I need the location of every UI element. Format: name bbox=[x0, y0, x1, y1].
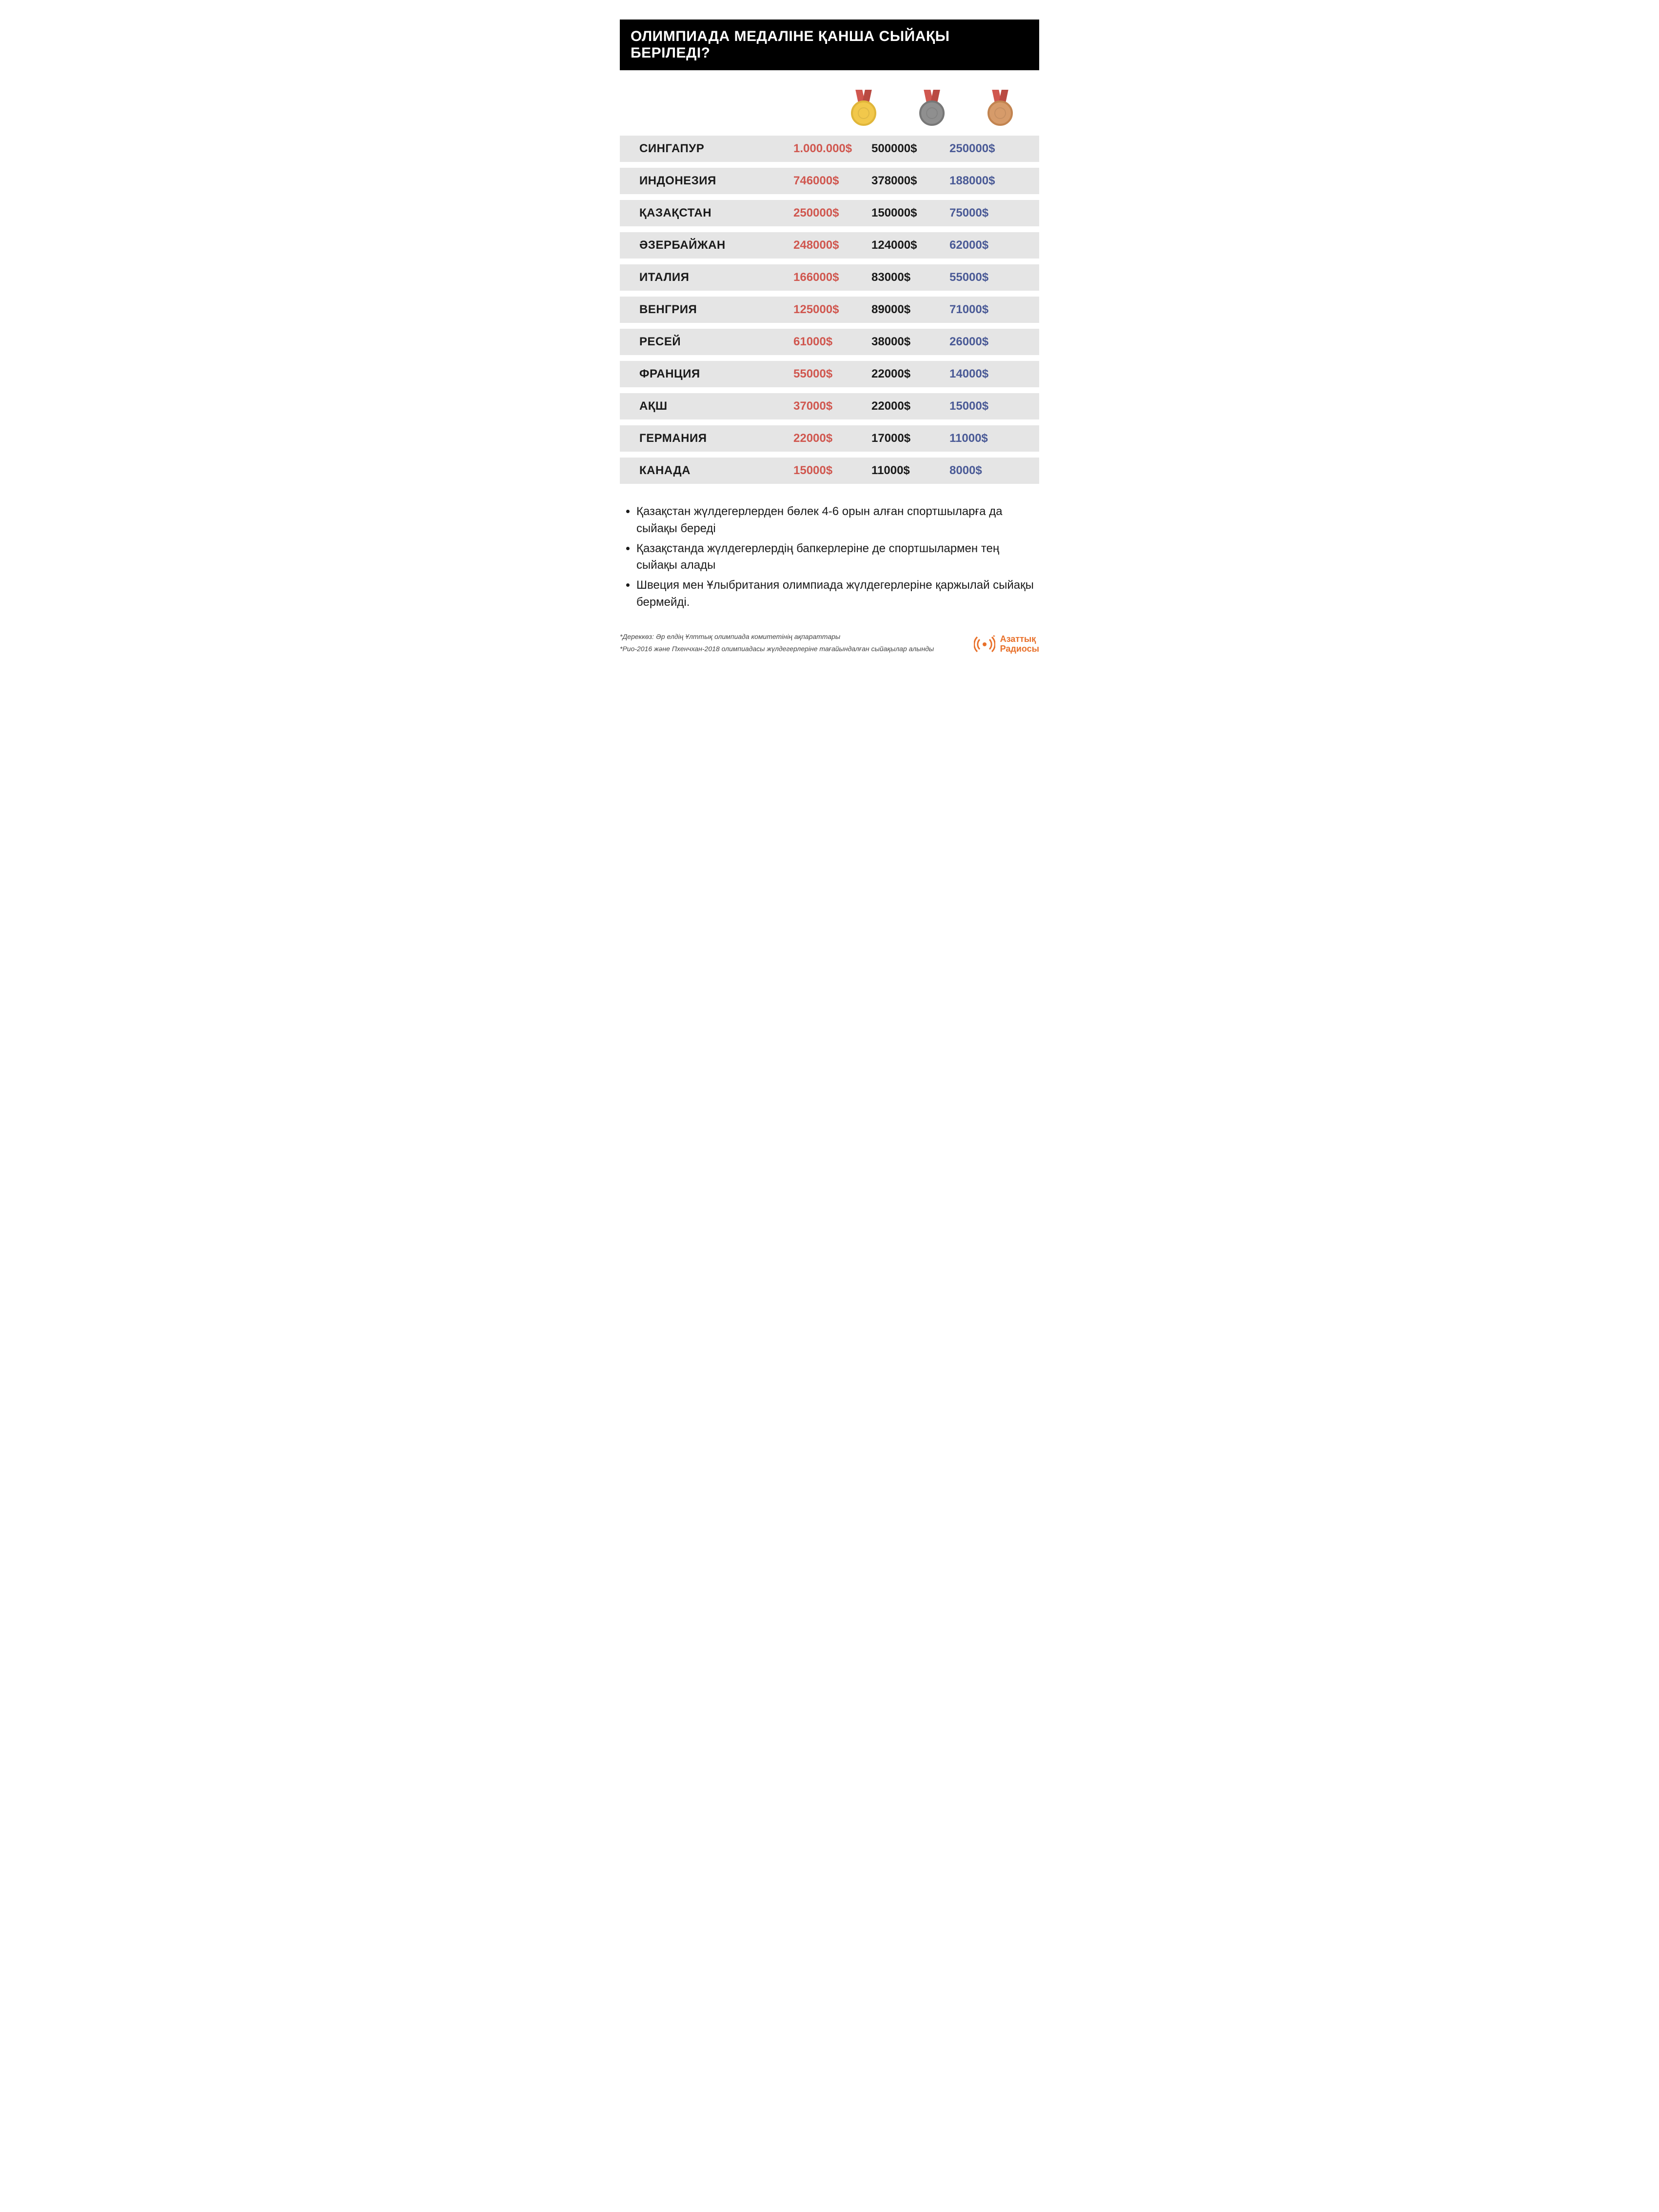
gold-value-cell: 37000$ bbox=[793, 399, 871, 413]
brand-logo-mark-icon bbox=[974, 634, 995, 655]
gold-value-cell: 250000$ bbox=[793, 206, 871, 220]
country-cell: ИТАЛИЯ bbox=[639, 271, 793, 284]
bronze-value-cell: 8000$ bbox=[949, 464, 1027, 478]
country-cell: КАНАДА bbox=[639, 464, 793, 478]
bronze-value-cell: 15000$ bbox=[949, 399, 1027, 413]
table-row: ӘЗЕРБАЙЖАН248000$124000$62000$ bbox=[620, 232, 1039, 259]
table-row: ФРАНЦИЯ55000$22000$14000$ bbox=[620, 361, 1039, 387]
country-cell: ГЕРМАНИЯ bbox=[639, 432, 793, 445]
table-row: ИТАЛИЯ166000$83000$55000$ bbox=[620, 264, 1039, 291]
gold-value-cell: 746000$ bbox=[793, 174, 871, 188]
notes-list: Қазақстан жүлдегерлерден бөлек 4-6 орын … bbox=[625, 503, 1034, 611]
table-row: ГЕРМАНИЯ22000$17000$11000$ bbox=[620, 425, 1039, 452]
note-item: Қазақстан жүлдегерлерден бөлек 4-6 орын … bbox=[636, 503, 1034, 538]
silver-value-cell: 500000$ bbox=[871, 142, 949, 156]
brand-line-1: Азаттық bbox=[1000, 635, 1039, 644]
table-row: АҚШ37000$22000$15000$ bbox=[620, 393, 1039, 419]
table-row: РЕСЕЙ61000$38000$26000$ bbox=[620, 329, 1039, 355]
source-line: *Дереккөз: Әр елдің Ұлттық олимпиада ком… bbox=[620, 631, 934, 643]
bronze-value-cell: 26000$ bbox=[949, 335, 1027, 349]
gold-value-cell: 125000$ bbox=[793, 303, 871, 317]
gold-value-cell: 248000$ bbox=[793, 239, 871, 252]
country-cell: ӘЗЕРБАЙЖАН bbox=[639, 239, 793, 252]
note-item: Швеция мен Ұлыбритания олимпиада жүлдеге… bbox=[636, 577, 1034, 611]
note-item: Қазақстанда жүлдегерлердің бапкерлеріне … bbox=[636, 540, 1034, 575]
gold-value-cell: 61000$ bbox=[793, 335, 871, 349]
table-row: СИНГАПУР1.000.000$500000$250000$ bbox=[620, 136, 1039, 162]
silver-value-cell: 124000$ bbox=[871, 239, 949, 252]
country-cell: ВЕНГРИЯ bbox=[639, 303, 793, 317]
bronze-value-cell: 62000$ bbox=[949, 239, 1027, 252]
infographic-page: ОЛИМПИАДА МЕДАЛІНЕ ҚАНША СЫЙАҚЫ БЕРІЛЕДІ… bbox=[595, 0, 1064, 670]
table-row: ҚАЗАҚСТАН250000$150000$75000$ bbox=[620, 200, 1039, 226]
brand-line-2: Радиосы bbox=[1000, 644, 1039, 654]
bronze-value-cell: 11000$ bbox=[949, 432, 1027, 445]
silver-value-cell: 89000$ bbox=[871, 303, 949, 317]
country-cell: СИНГАПУР bbox=[639, 142, 793, 156]
brand-logo-text: Азаттық Радиосы bbox=[1000, 635, 1039, 654]
source-line: *Рио-2016 және Пхенчхан-2018 олимпиадасы… bbox=[620, 643, 934, 655]
country-cell: ФРАНЦИЯ bbox=[639, 367, 793, 381]
bronze-value-cell: 55000$ bbox=[949, 271, 1027, 284]
bronze-value-cell: 75000$ bbox=[949, 206, 1027, 220]
footer: *Дереккөз: Әр елдің Ұлттық олимпиада ком… bbox=[620, 631, 1039, 655]
gold-value-cell: 1.000.000$ bbox=[793, 142, 871, 156]
silver-value-cell: 38000$ bbox=[871, 335, 949, 349]
medal-header-row bbox=[620, 70, 1039, 136]
table-row: ВЕНГРИЯ125000$89000$71000$ bbox=[620, 297, 1039, 323]
silver-value-cell: 22000$ bbox=[871, 399, 949, 413]
country-cell: РЕСЕЙ bbox=[639, 335, 793, 349]
table-row: ИНДОНЕЗИЯ746000$378000$188000$ bbox=[620, 168, 1039, 194]
gold-value-cell: 166000$ bbox=[793, 271, 871, 284]
country-cell: АҚШ bbox=[639, 399, 793, 413]
brand-logo: Азаттық Радиосы bbox=[974, 634, 1039, 655]
gold-value-cell: 15000$ bbox=[793, 464, 871, 478]
silver-value-cell: 17000$ bbox=[871, 432, 949, 445]
gold-value-cell: 55000$ bbox=[793, 367, 871, 381]
bronze-value-cell: 71000$ bbox=[949, 303, 1027, 317]
source-lines: *Дереккөз: Әр елдің Ұлттық олимпиада ком… bbox=[620, 631, 934, 655]
bronze-value-cell: 188000$ bbox=[949, 174, 1027, 188]
page-title: ОЛИМПИАДА МЕДАЛІНЕ ҚАНША СЫЙАҚЫ БЕРІЛЕДІ… bbox=[620, 20, 1039, 70]
gold-medal-icon bbox=[849, 90, 878, 126]
country-cell: ИНДОНЕЗИЯ bbox=[639, 174, 793, 188]
gold-value-cell: 22000$ bbox=[793, 432, 871, 445]
bronze-value-cell: 250000$ bbox=[949, 142, 1027, 156]
bronze-medal-icon bbox=[986, 90, 1015, 126]
silver-medal-icon bbox=[917, 90, 947, 126]
prize-table: СИНГАПУР1.000.000$500000$250000$ИНДОНЕЗИ… bbox=[620, 136, 1039, 484]
silver-value-cell: 378000$ bbox=[871, 174, 949, 188]
country-cell: ҚАЗАҚСТАН bbox=[639, 206, 793, 220]
table-row: КАНАДА15000$11000$8000$ bbox=[620, 458, 1039, 484]
silver-value-cell: 22000$ bbox=[871, 367, 949, 381]
bronze-value-cell: 14000$ bbox=[949, 367, 1027, 381]
silver-value-cell: 150000$ bbox=[871, 206, 949, 220]
silver-value-cell: 11000$ bbox=[871, 464, 949, 478]
silver-value-cell: 83000$ bbox=[871, 271, 949, 284]
notes-section: Қазақстан жүлдегерлерден бөлек 4-6 орын … bbox=[620, 503, 1039, 611]
